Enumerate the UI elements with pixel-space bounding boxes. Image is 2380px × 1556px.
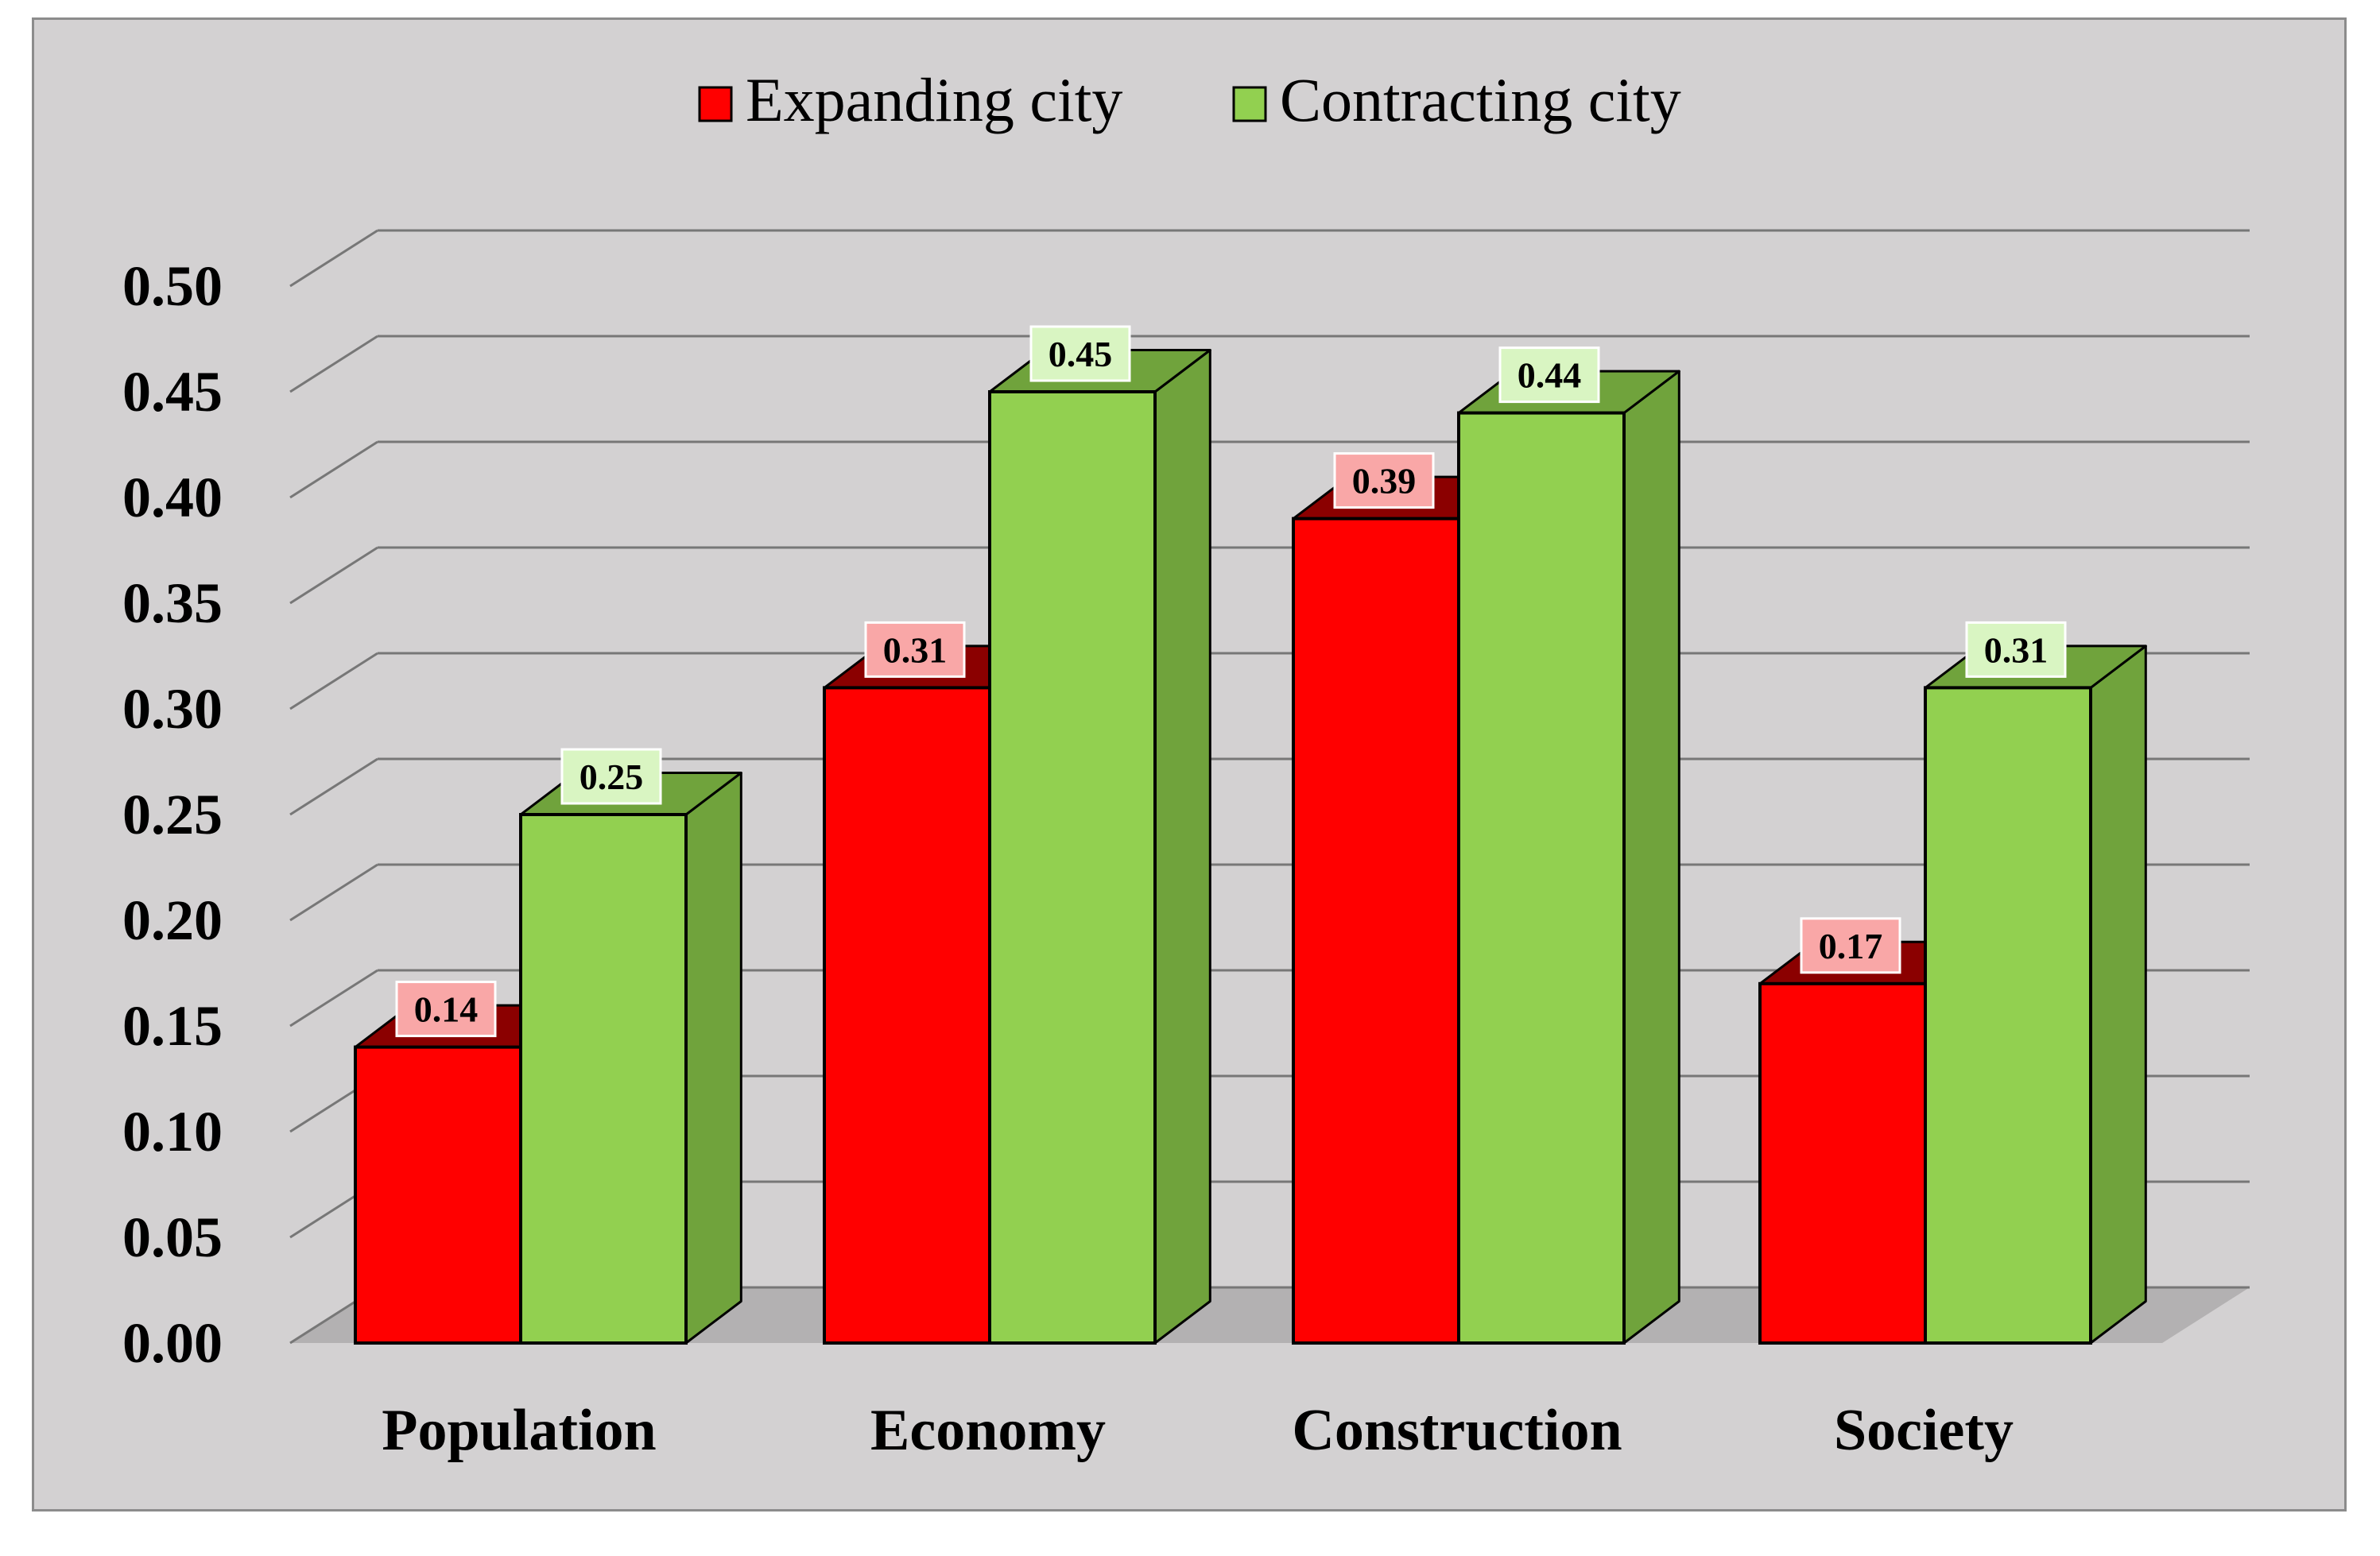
data-label-box — [1965, 621, 2067, 678]
bar-side — [684, 772, 742, 1345]
data-label: 0.31 — [883, 629, 948, 670]
legend-swatch — [1232, 86, 1267, 122]
x-category-label: Construction — [1292, 1398, 1622, 1463]
y-tick-label: 0.35 — [122, 571, 223, 635]
data-label: 0.25 — [579, 757, 644, 797]
gridline-diagonal — [289, 335, 378, 393]
bar-side — [1622, 370, 1680, 1345]
x-category-label: Population — [382, 1398, 656, 1463]
gridline-diagonal — [289, 757, 378, 816]
y-tick-label: 0.25 — [122, 783, 223, 846]
bar-side — [1153, 349, 1211, 1345]
data-label-box — [864, 621, 966, 678]
bar — [1292, 517, 1460, 1345]
data-label-box — [1800, 917, 1901, 974]
data-label: 0.17 — [1819, 926, 1883, 966]
y-tick-label: 0.15 — [122, 994, 223, 1058]
gridline-diagonal — [289, 440, 378, 499]
y-tick-label: 0.45 — [122, 360, 223, 424]
bar — [1758, 981, 1927, 1345]
bar — [823, 686, 991, 1345]
y-tick-label: 0.50 — [122, 254, 223, 318]
data-label: 0.39 — [1352, 461, 1417, 501]
y-tick-label: 0.40 — [122, 466, 223, 529]
data-label-box — [1029, 325, 1131, 382]
bar — [1457, 411, 1626, 1345]
legend-label: Expanding city — [746, 65, 1122, 134]
y-tick-label: 0.20 — [122, 888, 223, 952]
x-category-label: Society — [1834, 1398, 2014, 1463]
data-label-box — [1498, 346, 1600, 404]
data-label-box — [1333, 452, 1435, 509]
legend-swatch — [698, 86, 733, 122]
gridline-diagonal — [289, 969, 378, 1028]
data-label: 0.31 — [1984, 629, 2049, 670]
data-label: 0.44 — [1518, 355, 1582, 396]
gridline-diagonal — [289, 863, 378, 922]
y-tick-label: 0.30 — [122, 677, 223, 741]
bar — [354, 1045, 522, 1345]
y-tick-label: 0.00 — [122, 1311, 223, 1375]
gridline-diagonal — [289, 546, 378, 605]
bar — [988, 390, 1157, 1345]
x-category-label: Economy — [870, 1398, 1106, 1463]
bar-side — [2089, 644, 2147, 1345]
data-label-box — [395, 981, 497, 1038]
legend-label: Contracting city — [1280, 65, 1681, 134]
gridline-diagonal — [289, 229, 378, 288]
data-label: 0.14 — [414, 989, 479, 1030]
data-label: 0.45 — [1049, 334, 1113, 374]
bar — [1924, 686, 2092, 1345]
y-tick-label: 0.10 — [122, 1100, 223, 1163]
gridline-diagonal — [289, 652, 378, 710]
data-label-box — [560, 748, 662, 805]
bar — [519, 813, 688, 1345]
y-tick-label: 0.05 — [122, 1206, 223, 1269]
